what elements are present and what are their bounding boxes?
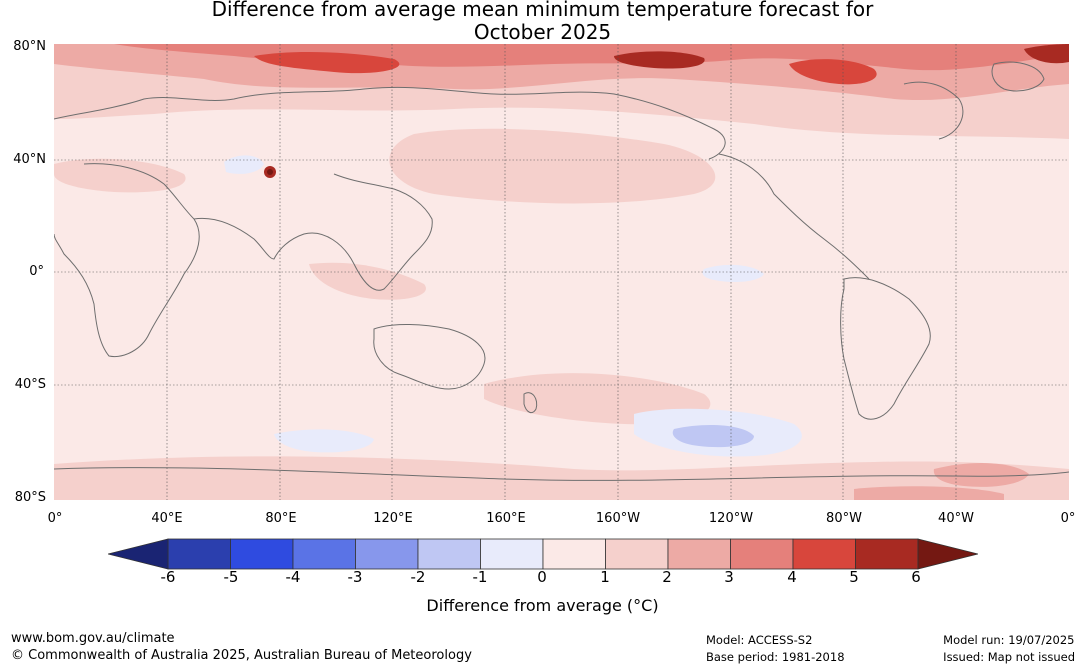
footer-left: www.bom.gov.au/climate © Commonwealth of… bbox=[11, 630, 472, 664]
graticule bbox=[54, 44, 1069, 500]
anomaly-shading bbox=[54, 44, 1069, 500]
colorbar-bin bbox=[292, 538, 356, 570]
lat-label-40s: 40°S bbox=[14, 377, 46, 392]
colorbar-bin bbox=[230, 538, 294, 570]
colorbar-extend-below bbox=[108, 538, 169, 570]
map-title-line-2: October 2025 bbox=[473, 20, 612, 44]
colorbar-bin bbox=[480, 538, 544, 570]
footer-model-info: Model: ACCESS-S2 Base period: 1981-2018 bbox=[706, 632, 845, 666]
colorbar-bin bbox=[542, 538, 606, 570]
copyright-text: © Commonwealth of Australia 2025, Austra… bbox=[11, 648, 472, 663]
footer-run-info: Model run: 19/07/2025 Issued: Map not is… bbox=[943, 632, 1075, 666]
colorbar-tick: -6 bbox=[160, 568, 176, 586]
coastlines bbox=[54, 61, 1069, 481]
lon-label-160e: 160°E bbox=[486, 511, 526, 526]
lon-label-80w: 80°W bbox=[826, 511, 862, 526]
colorbar-bin bbox=[855, 538, 919, 570]
colorbar-bin bbox=[792, 538, 856, 570]
lon-label-40e: 40°E bbox=[151, 511, 183, 526]
lat-label-equator: 0° bbox=[29, 264, 44, 279]
colorbar-bin bbox=[730, 538, 794, 570]
colorbar-bin bbox=[417, 538, 481, 570]
lon-label-360: 0° bbox=[1060, 511, 1076, 526]
issued-status: Issued: Map not issued bbox=[943, 650, 1075, 664]
lon-label-160w: 160°W bbox=[595, 511, 641, 526]
colorbar-bin bbox=[167, 538, 231, 570]
colorbar-label: Difference from average (°C) bbox=[426, 596, 659, 615]
website-link[interactable]: www.bom.gov.au/climate bbox=[11, 631, 175, 646]
lon-label-120w: 120°W bbox=[708, 511, 754, 526]
lon-label-80e: 80°E bbox=[265, 511, 297, 526]
colorbar-tick: 6 bbox=[911, 568, 921, 586]
base-period: Base period: 1981-2018 bbox=[706, 650, 845, 664]
colorbar-tick: 0 bbox=[537, 568, 547, 586]
colorbar-tick: 3 bbox=[724, 568, 734, 586]
colorbar bbox=[108, 538, 978, 570]
colorbar-tick: -1 bbox=[472, 568, 488, 586]
model-run-date: Model run: 19/07/2025 bbox=[943, 633, 1075, 647]
colorbar-tick: 5 bbox=[849, 568, 859, 586]
lat-label-80n: 80°N bbox=[13, 39, 46, 54]
colorbar-tick: 4 bbox=[787, 568, 797, 586]
lon-label-40w: 40°W bbox=[938, 511, 974, 526]
colorbar-bin bbox=[605, 538, 669, 570]
lat-label-80s: 80°S bbox=[14, 490, 46, 505]
colorbar-extend-above bbox=[917, 538, 978, 570]
forecast-map bbox=[54, 44, 1069, 500]
lon-label-0: 0° bbox=[47, 511, 63, 526]
colorbar-tick: -3 bbox=[347, 568, 363, 586]
colorbar-bin bbox=[355, 538, 419, 570]
map-title-line-1: Difference from average mean minimum tem… bbox=[211, 0, 874, 21]
colorbar-tick: 2 bbox=[662, 568, 672, 586]
model-name: Model: ACCESS-S2 bbox=[706, 633, 813, 647]
colorbar-tick: -2 bbox=[410, 568, 426, 586]
lon-label-120e: 120°E bbox=[373, 511, 413, 526]
colorbar-tick: 1 bbox=[600, 568, 610, 586]
colorbar-bin bbox=[667, 538, 731, 570]
colorbar-bins bbox=[167, 538, 919, 570]
lat-label-40n: 40°N bbox=[13, 152, 46, 167]
colorbar-tick: -4 bbox=[285, 568, 301, 586]
colorbar-tick: -5 bbox=[223, 568, 239, 586]
